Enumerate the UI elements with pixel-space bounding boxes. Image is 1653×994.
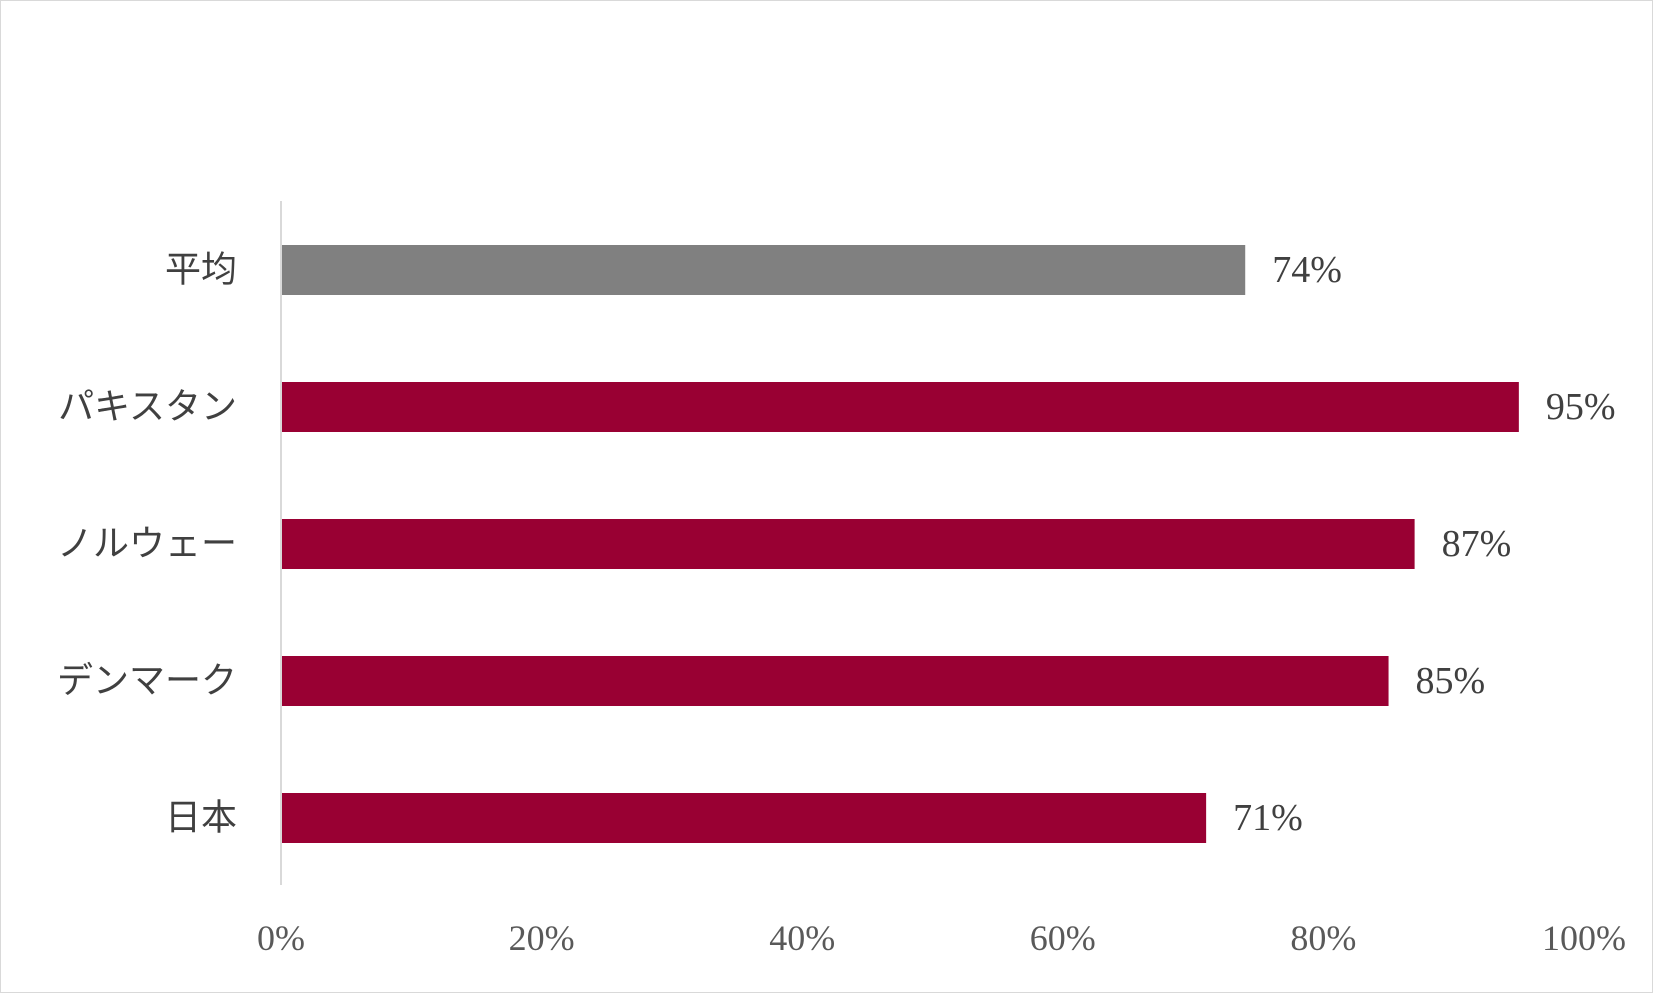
value-label: 74%	[1272, 249, 1342, 291]
bar-1	[281, 245, 1246, 295]
bar-3	[281, 519, 1415, 569]
x-tick-label: 0%	[257, 918, 305, 958]
bar-4	[281, 656, 1389, 706]
category-label: パキスタン	[58, 387, 237, 428]
category-label: 日本	[165, 798, 237, 839]
category-label: 平均	[165, 250, 237, 291]
x-tick-label: 40%	[769, 918, 835, 958]
value-label: 95%	[1546, 386, 1616, 428]
bar-2	[281, 382, 1519, 432]
category-label: デンマーク	[57, 661, 237, 702]
x-tick-label: 80%	[1290, 918, 1356, 958]
x-tick-label: 20%	[509, 918, 575, 958]
bars-group	[281, 245, 1519, 843]
value-label: 87%	[1442, 523, 1512, 565]
x-tick-labels-group: 0% 20% 40% 60% 80% 100%	[257, 918, 1626, 958]
bar-5	[281, 793, 1207, 843]
x-tick-label: 100%	[1542, 918, 1626, 958]
value-label: 85%	[1416, 660, 1486, 702]
value-label: 71%	[1233, 797, 1303, 839]
value-labels-group: 74% 95% 87% 85% 71%	[1233, 249, 1615, 839]
x-tick-label: 60%	[1030, 918, 1096, 958]
category-label: ノルウェー	[57, 524, 237, 565]
